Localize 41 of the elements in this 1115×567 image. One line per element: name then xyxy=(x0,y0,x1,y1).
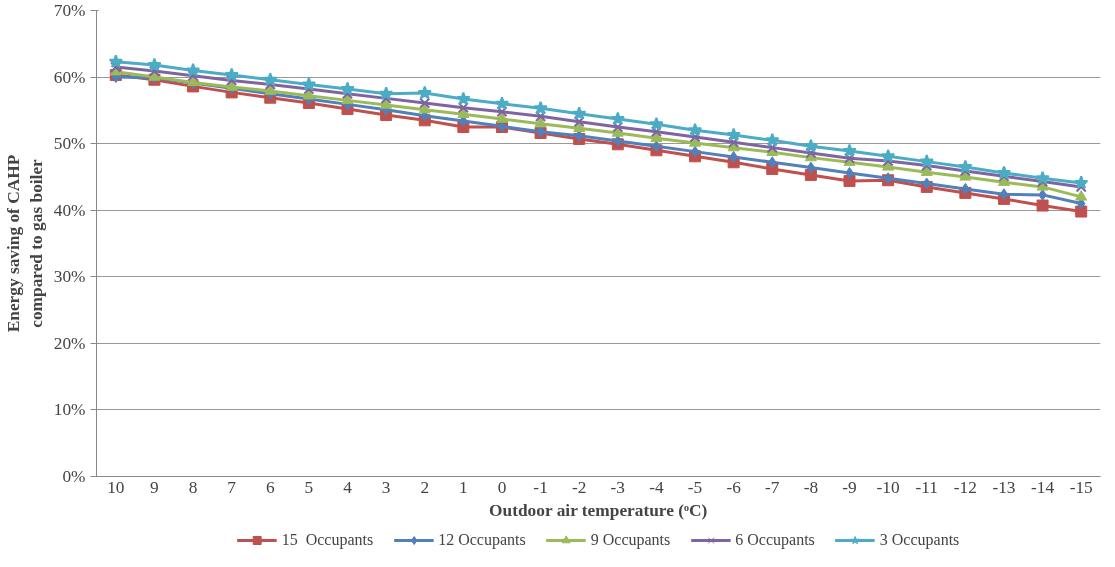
legend-label: 6 Occupants xyxy=(735,531,815,549)
x-tick-label: 0 xyxy=(497,477,507,497)
legend-label: 9 Occupants xyxy=(590,531,671,549)
y-tick-label: 60% xyxy=(53,67,86,87)
x-tick-label: -3 xyxy=(610,477,626,497)
x-tick-label: -14 xyxy=(1031,477,1055,497)
y-tick-label: 70% xyxy=(53,1,86,20)
x-tick-label: 6 xyxy=(265,477,275,497)
y-tick-label: 50% xyxy=(53,134,86,154)
x-tick-label: -7 xyxy=(765,477,780,497)
x-tick-label: 4 xyxy=(343,477,353,497)
legend-label: 12 Occupants xyxy=(438,531,526,549)
x-tick-label: 8 xyxy=(188,477,198,497)
x-tick-label: -8 xyxy=(803,477,819,497)
x-tick-label: -12 xyxy=(953,477,977,497)
legend-label: 3 Occupants xyxy=(879,531,960,549)
x-tick-label: 1 xyxy=(459,477,468,497)
y-axis-title: Energy saving of CAHP compared to gas boiler xyxy=(3,154,46,333)
x-tick-label: -9 xyxy=(842,477,857,497)
x-tick-label: -2 xyxy=(571,477,587,497)
y-tick-label: 20% xyxy=(53,333,86,353)
x-tick-label: 9 xyxy=(150,477,159,497)
x-tick-label: 7 xyxy=(227,477,237,497)
x-tick-label: -1 xyxy=(533,477,548,497)
y-tick-label: 30% xyxy=(53,267,86,287)
x-tick-label: -15 xyxy=(1069,477,1093,497)
x-tick-label: 5 xyxy=(304,477,314,497)
x-tick-label: -4 xyxy=(649,477,664,497)
y-tick-label: 10% xyxy=(53,400,86,420)
x-tick-label: -5 xyxy=(687,477,703,497)
x-tick-label: -10 xyxy=(876,477,900,497)
y-tick-label: 40% xyxy=(53,200,86,220)
x-tick-label: 2 xyxy=(420,477,430,497)
x-tick-label: 3 xyxy=(381,477,391,497)
legend-label: 15 Occupants xyxy=(281,531,374,549)
x-tick-label: -13 xyxy=(992,477,1016,497)
y-tick-label: 0% xyxy=(62,467,86,486)
x-tick-label: -6 xyxy=(726,477,742,497)
x-axis-title: Outdoor air temperature (ᵒC) xyxy=(489,500,708,520)
x-tick-label: 10 xyxy=(107,477,125,497)
x-tick-label: -11 xyxy=(915,477,938,497)
